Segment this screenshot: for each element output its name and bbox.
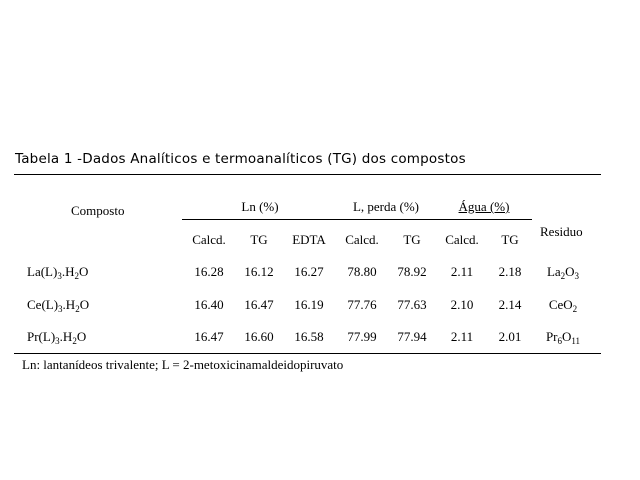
row-3-agua-tg: 2.01 bbox=[498, 329, 522, 344]
row-1-agua-tg: 2.18 bbox=[498, 264, 522, 279]
row-3-residuo: Pr6O11 bbox=[545, 329, 581, 346]
table-top-rule bbox=[14, 174, 601, 175]
header-residuo: Residuo bbox=[540, 224, 583, 239]
row-2-composto: Ce(L)3.H2O bbox=[27, 297, 90, 314]
row-2-residuo: CeO2 bbox=[548, 297, 578, 314]
table-title: Tabela 1 -Dados Analíticos e termoanalít… bbox=[15, 151, 466, 167]
row-2-agua-tg: 2.14 bbox=[498, 297, 522, 312]
row-1-ln-edta: 16.27 bbox=[294, 264, 324, 279]
row-2-l-calcd: 77.76 bbox=[347, 297, 377, 312]
subheader-ln-edta: EDTA bbox=[292, 232, 326, 247]
row-3-ln-calcd: 16.47 bbox=[194, 329, 224, 344]
row-2-ln-tg: 16.47 bbox=[244, 297, 274, 312]
subheader-agua-calcd: Calcd. bbox=[445, 232, 479, 247]
row-1-l-tg: 78.92 bbox=[397, 264, 427, 279]
row-2-ln-edta: 16.19 bbox=[294, 297, 324, 312]
row-3-ln-edta: 16.58 bbox=[294, 329, 324, 344]
row-2-ln-calcd: 16.40 bbox=[194, 297, 224, 312]
subheader-ln-calcd: Calcd. bbox=[192, 232, 226, 247]
row-1-agua-calcd: 2.11 bbox=[450, 264, 474, 279]
header-composto: Composto bbox=[71, 203, 125, 218]
row-2-agua-calcd: 2.10 bbox=[450, 297, 474, 312]
header-ln: Ln (%) bbox=[241, 199, 279, 214]
header-l-perda: L, perda (%) bbox=[352, 199, 420, 214]
row-3-l-calcd: 77.99 bbox=[347, 329, 377, 344]
table-footnote: Ln: lantanídeos trivalente; L = 2-metoxi… bbox=[22, 357, 344, 372]
table-bottom-rule bbox=[14, 353, 601, 354]
subheader-agua-tg: TG bbox=[501, 232, 519, 247]
subheader-l-calcd: Calcd. bbox=[345, 232, 379, 247]
subheader-ln-tg: TG bbox=[250, 232, 268, 247]
row-3-composto: Pr(L)3.H2O bbox=[27, 329, 87, 346]
subheader-l-tg: TG bbox=[403, 232, 421, 247]
row-3-ln-tg: 16.60 bbox=[244, 329, 274, 344]
row-3-l-tg: 77.94 bbox=[397, 329, 427, 344]
row-1-l-calcd: 78.80 bbox=[347, 264, 377, 279]
row-1-ln-tg: 16.12 bbox=[244, 264, 274, 279]
header-agua: Água (%) bbox=[458, 199, 510, 214]
row-1-residuo: La2O3 bbox=[546, 264, 580, 281]
row-1-ln-calcd: 16.28 bbox=[194, 264, 224, 279]
group-header-rule bbox=[182, 219, 532, 220]
row-3-agua-calcd: 2.11 bbox=[450, 329, 474, 344]
row-2-l-tg: 77.63 bbox=[397, 297, 427, 312]
row-1-composto: La(L)3.H2O bbox=[27, 264, 89, 281]
